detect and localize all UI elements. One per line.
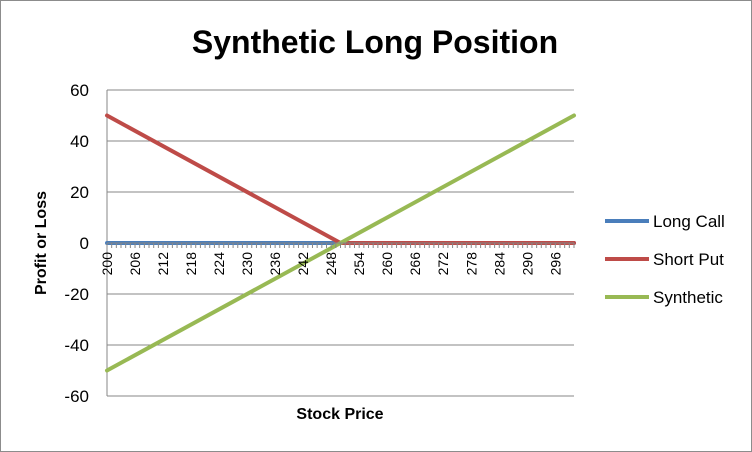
y-tick-label: 20	[70, 183, 89, 202]
y-tick-label: 60	[70, 81, 89, 100]
legend-label-short-put: Short Put	[653, 250, 724, 269]
y-tick-label: -40	[64, 336, 89, 355]
x-tick-label: 284	[491, 252, 507, 276]
x-axis	[106, 242, 575, 248]
x-tick-label: 206	[127, 252, 143, 276]
x-tick-label: 278	[463, 252, 479, 276]
x-tick-label: 200	[99, 252, 115, 276]
y-tick-label: 40	[70, 132, 89, 151]
x-tick-label: 218	[183, 252, 199, 276]
x-tick-label: 224	[211, 252, 227, 276]
x-tick-label: 242	[295, 252, 311, 276]
y-tick-labels: 60 40 20 0 -20 -40 -60	[64, 81, 89, 406]
x-tick-label: 266	[407, 252, 423, 276]
x-tick-label: 272	[435, 252, 451, 276]
y-tick-label: 0	[80, 234, 89, 253]
chart-title: Synthetic Long Position	[192, 24, 558, 60]
series-line-short-put	[105, 113, 576, 245]
x-tick-label: 296	[547, 252, 563, 276]
x-tick-label: 260	[379, 252, 395, 276]
legend-label-synthetic: Synthetic	[653, 288, 723, 307]
legend-label-long-call: Long Call	[653, 212, 725, 231]
x-tick-label: 230	[239, 252, 255, 276]
x-tick-label: 290	[519, 252, 535, 276]
y-tick-label: -20	[64, 285, 89, 304]
x-axis-label: Stock Price	[296, 406, 383, 423]
x-tick-labels: 200 206 212 218 224 230 236 242 248 254 260 266 272 2…	[99, 252, 563, 276]
x-tick-label: 212	[155, 252, 171, 276]
y-tick-label: -60	[64, 387, 89, 406]
legend: Long Call Short Put Synthetic	[605, 212, 725, 307]
x-tick-label: 254	[351, 252, 367, 276]
x-tick-label: 236	[267, 252, 283, 276]
y-axis-label: Profit or Loss	[33, 191, 50, 295]
x-tick-label: 248	[323, 252, 339, 276]
